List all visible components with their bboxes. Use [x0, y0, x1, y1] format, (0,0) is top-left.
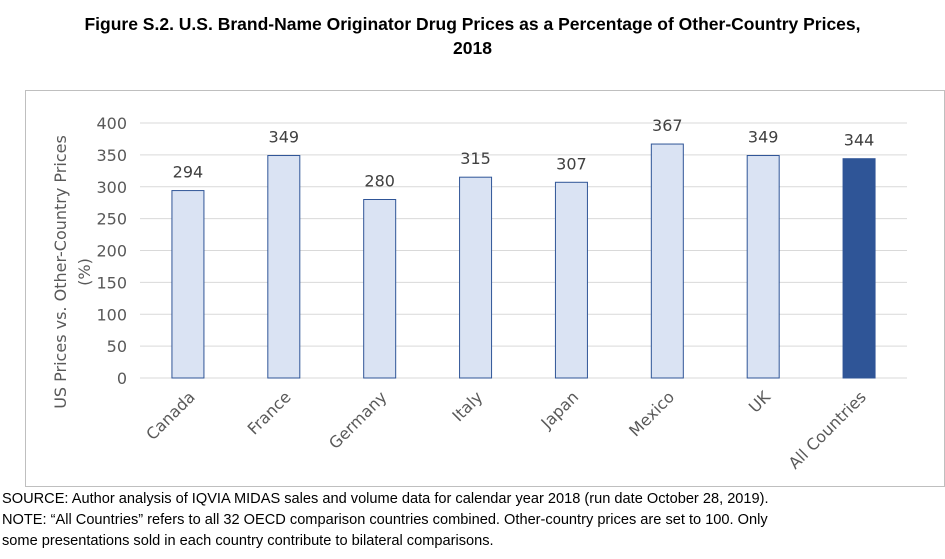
bar [267, 155, 301, 379]
data-label: 294 [173, 163, 204, 182]
bar [554, 181, 588, 379]
data-labels: 294 349 280 315 307 367 349 344 [173, 116, 875, 190]
figure-title-line-2: 2018 [453, 38, 492, 58]
data-label: 367 [652, 116, 683, 135]
bar [171, 190, 205, 379]
gridlines [140, 122, 907, 379]
note-line-1: NOTE: “All Countries” refers to all 32 O… [2, 512, 768, 528]
x-tick-label: UK [745, 387, 774, 416]
y-tick-label: 400 [96, 114, 127, 133]
x-tick-label: Japan [537, 387, 583, 433]
bar [459, 176, 493, 379]
y-axis-title-line-1: US Prices vs. Other-Country Prices [51, 135, 70, 409]
data-label: 307 [556, 154, 587, 173]
x-tick-label: France [244, 387, 295, 438]
x-tick-label: All Countries [785, 387, 870, 472]
data-label: 344 [844, 131, 875, 150]
bar [842, 158, 876, 379]
x-tick-label: Italy [448, 387, 486, 425]
y-tick-label: 0 [117, 369, 127, 388]
data-label: 349 [748, 128, 779, 147]
bar [363, 199, 397, 379]
data-label: 315 [460, 149, 491, 168]
bars [171, 143, 876, 379]
y-tick-label: 300 [96, 178, 127, 197]
y-tick-label: 150 [96, 273, 127, 292]
x-tick-label: Germany [325, 387, 390, 452]
bar [746, 155, 780, 379]
data-label: 280 [364, 172, 395, 191]
x-axis-ticks: Canada France Germany Italy Japan Mexico UK All… [142, 387, 870, 473]
data-label: 349 [269, 128, 300, 147]
y-tick-label: 200 [96, 242, 127, 261]
y-tick-label: 250 [96, 210, 127, 229]
bar [650, 143, 684, 379]
y-tick-label: 50 [107, 337, 127, 356]
figure-title-line-1: Figure S.2. U.S. Brand-Name Originator D… [84, 14, 861, 34]
y-axis-title: US Prices vs. Other-Country Prices (%) [51, 135, 94, 409]
figure-notes: SOURCE: Author analysis of IQVIA MIDAS s… [2, 489, 945, 552]
y-tick-label: 100 [96, 305, 127, 324]
x-tick-label: Canada [142, 387, 198, 443]
figure-title: Figure S.2. U.S. Brand-Name Originator D… [0, 12, 945, 60]
x-tick-label: Mexico [625, 387, 678, 440]
y-tick-label: 350 [96, 146, 127, 165]
y-axis-ticks: 0 50 100 150 200 250 300 350 400 [96, 114, 127, 388]
source-note: SOURCE: Author analysis of IQVIA MIDAS s… [2, 491, 769, 507]
note-line-2: some presentations sold in each country … [2, 533, 494, 549]
y-axis-title-line-2: (%) [75, 258, 94, 286]
